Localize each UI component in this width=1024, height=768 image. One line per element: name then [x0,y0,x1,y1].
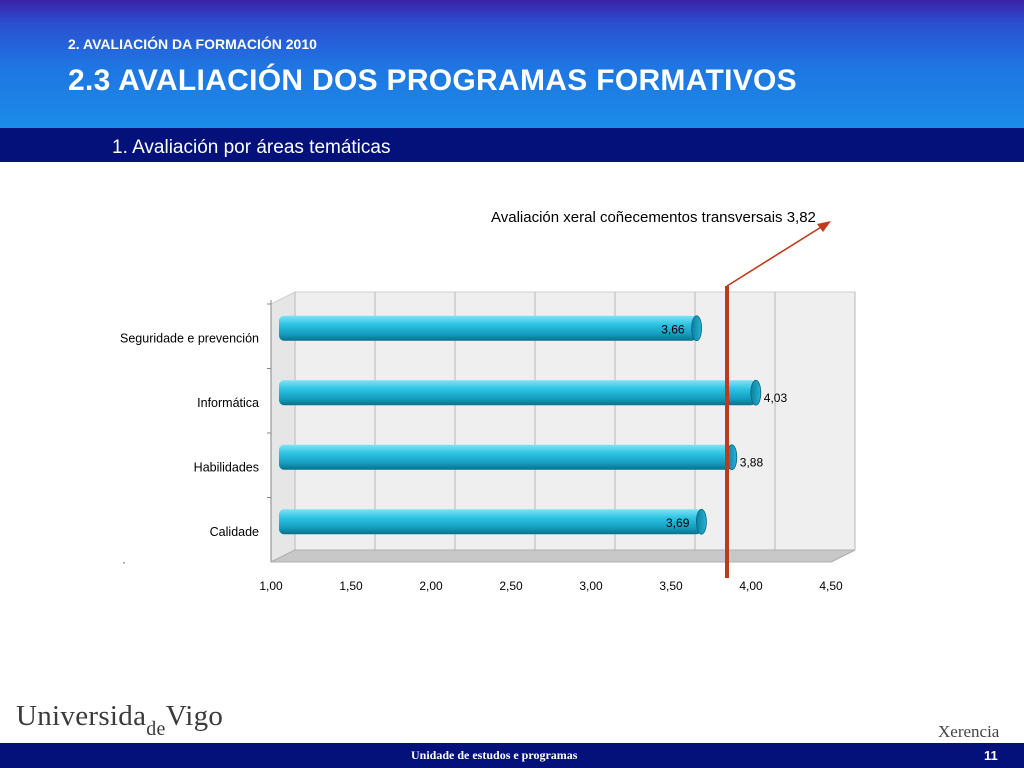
section-kicker: 2. AVALIACIÓN DA FORMACIÓN 2010 [68,36,317,52]
x-tick-labels: 1,00 1,50 2,00 2,50 3,00 3,50 4,00 4,50 [259,579,843,593]
value-label: 3,66 [661,322,685,336]
footer-band [0,743,1024,768]
value-labels: 3,66 4,03 3,88 3,69 [661,322,787,530]
x-tick-label: 1,00 [259,579,283,593]
bar [279,380,756,406]
plot-floor [270,549,856,563]
annotation-arrow-head [817,221,831,232]
category-labels: Seguridade e prevención Informática Habili… [120,331,259,539]
header-band [0,0,1024,128]
subtitle-band [0,128,1024,162]
university-logo: UniversidadeVigo [16,700,224,740]
bar-cap [691,315,702,342]
bar-cap [750,379,762,406]
category-label: Calidade [210,525,259,539]
category-label: Seguridade e prevención [120,331,259,345]
annotation-arrow-line [726,223,827,287]
footer-unit-label: Unidade de estudos e programas [411,748,578,762]
value-label: 3,69 [666,516,690,530]
stray-dot: · [122,555,126,569]
category-label: Informática [197,396,259,410]
bar [279,315,697,341]
reference-annotation: Avaliación xeral coñecementos transversa… [491,209,816,226]
bar [279,444,732,470]
x-tick-label: 2,00 [419,579,443,593]
xerencia-label: Xerencia [938,722,1000,741]
value-label: 3,88 [740,455,764,469]
value-label: 4,03 [764,391,788,405]
category-label: Habilidades [194,460,259,474]
x-tick-label: 2,50 [499,579,523,593]
x-tick-label: 4,50 [819,579,843,593]
x-tick-label: 3,50 [659,579,683,593]
plot-floor-surface [270,549,856,563]
x-tick-label: 4,00 [739,579,763,593]
page-subtitle: 1. Avaliación por áreas temáticas [112,137,391,158]
reference-line-group [725,221,831,578]
bar [279,509,702,535]
page-number: 11 [984,748,998,763]
bar-cap [696,508,707,535]
x-tick-label: 1,50 [339,579,363,593]
page-title: 2.3 AVALIACIÓN DOS PROGRAMAS FORMATIVOS [68,64,797,97]
bars-group [279,315,762,535]
x-tick-label: 3,00 [579,579,603,593]
